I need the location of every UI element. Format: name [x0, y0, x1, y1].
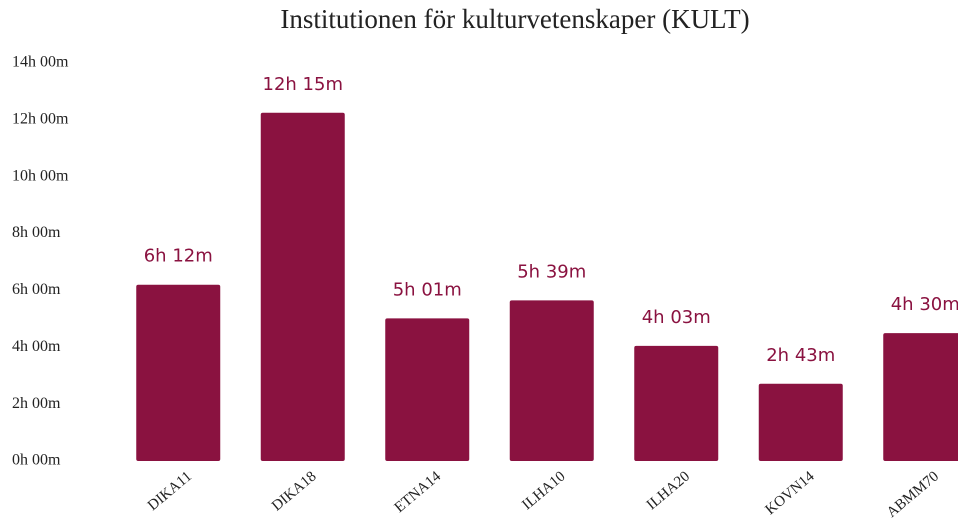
bar [883, 333, 958, 461]
x-tick-label: ILHA20 [644, 468, 693, 513]
value-label: 2h 43m [766, 345, 835, 366]
value-label: 5h 01m [393, 279, 462, 300]
y-tick-label: 10h 00m [12, 167, 69, 184]
value-label: 4h 30m [891, 294, 958, 315]
x-tick-label: ILHA10 [519, 468, 568, 513]
bar [260, 112, 345, 461]
x-tick-label: ABMM70 [884, 468, 942, 520]
value-label: 4h 03m [642, 307, 711, 328]
y-tick-label: 2h 00m [12, 395, 61, 412]
bar [634, 345, 719, 461]
y-tick-label: 14h 00m [12, 54, 69, 71]
y-tick-label: 6h 00m [12, 281, 61, 298]
x-tick-label: KOVN14 [763, 468, 818, 518]
x-tick-label: DIKA18 [269, 468, 320, 514]
bar [385, 318, 470, 461]
y-tick-label: 12h 00m [12, 111, 69, 128]
value-label: 6h 12m [144, 246, 213, 267]
bar [136, 284, 221, 461]
bar [509, 300, 594, 461]
chart-title: Institutionen för kulturvetenskaper (KUL… [280, 4, 749, 34]
y-tick-label: 8h 00m [12, 224, 61, 241]
value-label: 5h 39m [517, 261, 586, 282]
y-tick-label: 4h 00m [12, 338, 61, 355]
bar [758, 383, 843, 461]
value-label: 12h 15m [263, 74, 343, 95]
x-tick-label: ETNA14 [392, 468, 445, 516]
x-tick-label: DIKA11 [145, 468, 195, 514]
y-tick-label: 0h 00m [12, 452, 61, 469]
